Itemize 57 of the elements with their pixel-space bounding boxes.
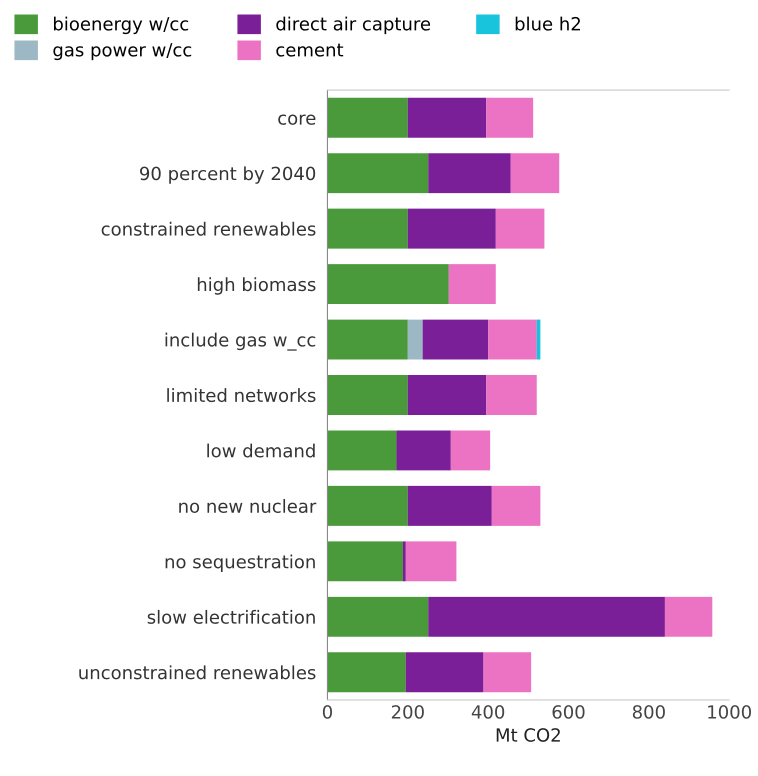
- y-tick-label: slow electrification: [148, 610, 315, 624]
- bar: [327, 430, 397, 470]
- bar: [422, 320, 488, 360]
- bar: [488, 320, 537, 360]
- bar: [327, 98, 408, 138]
- bar: [428, 596, 665, 637]
- bar: [327, 596, 428, 637]
- x-tick-label: 800: [632, 705, 665, 719]
- bar: [510, 153, 560, 194]
- y-tick-label: high biomass: [198, 277, 316, 295]
- legend-label: bioenergy w/cc: [54, 16, 188, 34]
- y-tick-label: limited networks: [167, 388, 316, 402]
- bar: [486, 98, 534, 138]
- legend-label: cement: [276, 44, 344, 57]
- bar: [450, 430, 490, 470]
- bar: [406, 652, 484, 692]
- bar: [406, 541, 456, 582]
- legend-label: gas power w/cc: [53, 43, 192, 60]
- y-tick-label: constrained renewables: [102, 222, 316, 236]
- y-tick-label: no new nuclear: [179, 499, 316, 513]
- bar: [428, 153, 511, 194]
- bar: [408, 320, 423, 360]
- x-axis-title: Mt CO2: [496, 728, 560, 742]
- bar: [448, 264, 496, 304]
- legend-label: blue h2: [516, 16, 580, 31]
- bar: [327, 208, 408, 249]
- bar: [327, 652, 406, 692]
- bar: [408, 98, 486, 138]
- bar: [402, 541, 406, 582]
- legend-label: direct air capture: [276, 16, 430, 34]
- x-tick-label: 400: [472, 705, 504, 719]
- y-tick-label: low demand: [207, 444, 315, 458]
- bar: [492, 486, 540, 526]
- bar: [396, 430, 451, 470]
- bar: [327, 541, 403, 582]
- bar: [327, 320, 408, 360]
- bar: [408, 208, 496, 249]
- y-tick-label: include gas w_cc: [166, 332, 316, 351]
- bar: [327, 153, 428, 194]
- bar: [483, 652, 532, 692]
- bar: [408, 486, 492, 526]
- bar: [327, 264, 449, 304]
- x-tick-label: 0: [322, 705, 332, 719]
- bar: [496, 208, 544, 249]
- y-tick-label: no sequestration: [166, 554, 315, 572]
- bar: [664, 596, 712, 637]
- bar: [327, 486, 408, 526]
- y-tick-label: core: [278, 114, 316, 125]
- x-tick-label: 1000: [708, 705, 751, 719]
- bar: [536, 320, 540, 360]
- bar: [486, 375, 537, 415]
- y-tick-label: unconstrained renewables: [79, 665, 316, 680]
- bar: [408, 375, 486, 415]
- y-tick-label: 90 percent by 2040: [140, 166, 316, 184]
- bar: [327, 375, 408, 415]
- x-tick-label: 600: [552, 705, 585, 719]
- x-tick-label: 200: [392, 705, 424, 719]
